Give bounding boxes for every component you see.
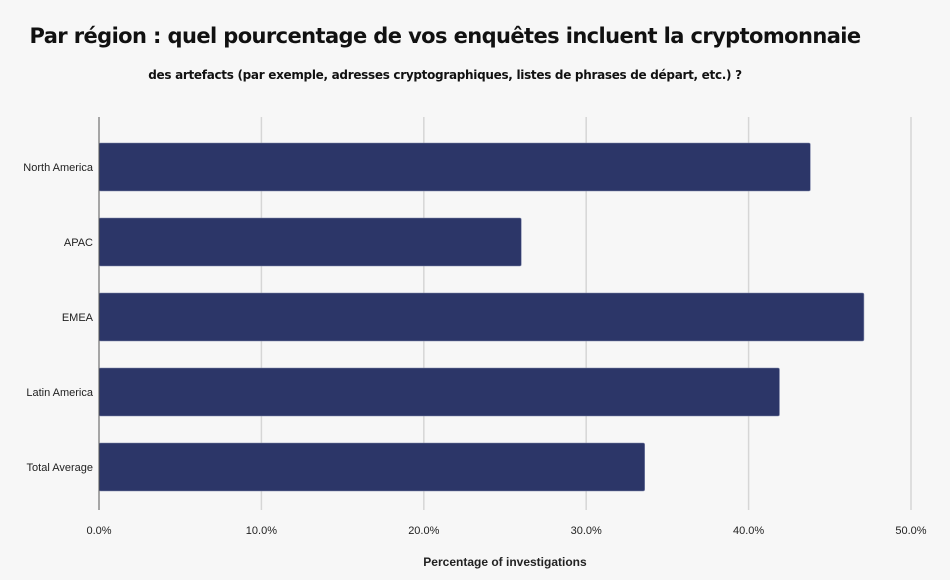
x-tick-label: 20.0% bbox=[408, 525, 439, 537]
x-tick-label: 30.0% bbox=[571, 525, 602, 537]
x-tick-label: 0.0% bbox=[86, 525, 111, 537]
x-axis-label: Percentage of investigations bbox=[423, 555, 587, 569]
y-tick-label: APAC bbox=[64, 237, 93, 249]
chart-subtitle: des artefacts (par exemple, adresses cry… bbox=[148, 68, 742, 82]
bar-total-average bbox=[98, 442, 645, 492]
bar-emea bbox=[98, 292, 865, 342]
y-tick-label: Latin America bbox=[26, 387, 94, 399]
x-tick-label: 10.0% bbox=[246, 525, 277, 537]
y-tick-label: Total Average bbox=[27, 462, 93, 474]
y-tick-label: North America bbox=[23, 162, 94, 174]
bar-latin-america bbox=[98, 367, 780, 417]
x-tick-label: 40.0% bbox=[733, 525, 764, 537]
chart-title: Par région : quel pourcentage de vos enq… bbox=[29, 24, 861, 48]
y-tick-label: EMEA bbox=[62, 312, 94, 324]
bar-apac bbox=[98, 217, 522, 267]
bar-north-america bbox=[98, 142, 811, 192]
x-tick-label: 50.0% bbox=[895, 525, 926, 537]
